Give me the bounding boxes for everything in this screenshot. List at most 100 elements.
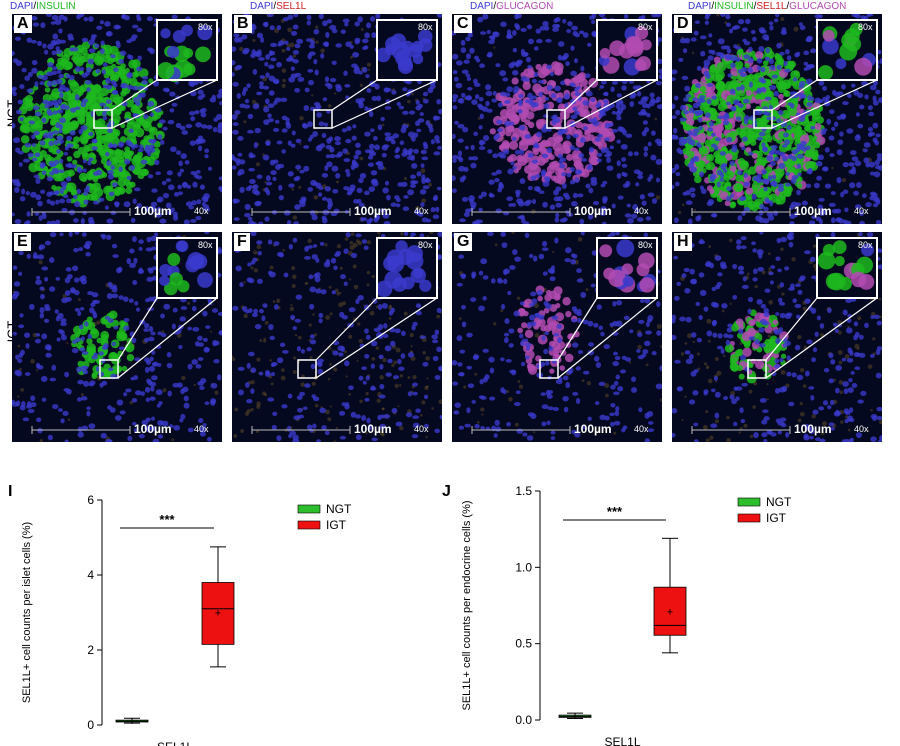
micrograph-image [452, 232, 662, 442]
roi-box [747, 359, 767, 379]
scale-bar-label: 100µm [134, 204, 172, 218]
sel1l-label: SEL1L [756, 1, 787, 12]
micrograph-b: B 80x 100µm 40x [232, 14, 442, 224]
inset-frame [156, 19, 218, 81]
inset-frame [376, 19, 438, 81]
inset-frame [596, 237, 658, 299]
micrograph-a: A 80x 100µm 40x [12, 14, 222, 224]
inset-zoom-label: 80x [198, 22, 213, 32]
micrograph-f: F 80x 100µm 40x [232, 232, 442, 442]
micrograph-image [672, 232, 882, 442]
y-tick-label: 0.0 [515, 713, 532, 727]
micrograph-image [672, 14, 882, 224]
micrograph-image [452, 14, 662, 224]
inset-zoom-label: 80x [638, 240, 653, 250]
magnification-label: 40x [634, 206, 649, 216]
y-tick-label: 0.5 [515, 637, 532, 651]
zoom-connector-line [564, 79, 658, 129]
panel-letter-b: B [234, 15, 252, 33]
panel-letter-a: A [14, 15, 32, 33]
roi-box [313, 109, 333, 129]
y-tick-label: 0 [87, 718, 94, 732]
mean-marker: + [129, 716, 135, 728]
mean-marker: + [572, 711, 578, 723]
micrograph-e: E 80x 100µm 40x [12, 232, 222, 442]
magnification-label: 40x [414, 206, 429, 216]
roi-box [753, 109, 773, 129]
micrograph-image [232, 14, 442, 224]
legend-swatch-igt [737, 513, 761, 523]
magnification-label: 40x [194, 424, 209, 434]
mean-marker: + [667, 607, 673, 619]
scale-bar-label: 100µm [574, 204, 612, 218]
roi-box [546, 109, 566, 129]
panel-letter-j: J [442, 483, 451, 500]
dapi-label: DAPI [10, 1, 34, 12]
stain-header-col2: DAPI/SEL1L [250, 1, 307, 12]
roi-box [297, 359, 317, 379]
inset-zoom-label: 80x [858, 22, 873, 32]
panel-letter-c: C [454, 15, 472, 33]
zoom-connector-line [765, 297, 878, 379]
zoom-connector-line [111, 79, 218, 129]
panel-letter-i: I [8, 483, 12, 500]
micrograph-d: D 80x 100µm 40x [672, 14, 882, 224]
inset-zoom-label: 80x [638, 22, 653, 32]
zoom-connector-line [117, 297, 218, 379]
zoom-connector-line [564, 79, 598, 111]
x-axis-label: SEL1L [157, 740, 193, 746]
panel-letter-e: E [14, 233, 31, 251]
legend-swatch-ngt [297, 504, 321, 514]
zoom-connector-line [117, 297, 158, 361]
inset-frame [816, 237, 878, 299]
significance-label: *** [607, 504, 623, 519]
insulin-label: INSULIN [714, 1, 754, 12]
inset-frame [156, 237, 218, 299]
zoom-connector-line [765, 297, 818, 361]
legend-swatch-igt [297, 520, 321, 530]
scale-bar-label: 100µm [354, 204, 392, 218]
micrograph-h: H 80x 100µm 40x [672, 232, 882, 442]
zoom-connector-line [557, 297, 598, 361]
micrograph-image [12, 232, 222, 442]
inset-frame [596, 19, 658, 81]
panel-letter-h: H [674, 233, 692, 251]
zoom-connector-line [771, 79, 818, 111]
box-plot-i: I 0 2 4 6 SEL1L+ cell counts per islet cells … [8, 483, 352, 746]
stain-header-col1: DAPI/INSULIN [10, 1, 76, 12]
zoom-connector-line [111, 79, 158, 111]
stain-header-col3: DAPI/GLUCAGON [470, 1, 554, 12]
micrograph-g: G 80x 100µm 40x [452, 232, 662, 442]
roi-box [539, 359, 559, 379]
magnification-label: 40x [194, 206, 209, 216]
y-tick-label: 6 [87, 493, 94, 507]
zoom-connector-line [315, 297, 378, 361]
roi-box [93, 109, 113, 129]
x-axis-label: SEL1L [604, 735, 640, 746]
inset-frame [816, 19, 878, 81]
panel-letter-d: D [674, 15, 692, 33]
scale-bar-label: 100µm [134, 422, 172, 436]
legend-label-igt: IGT [766, 511, 787, 525]
y-axis-label: SEL1L+ cell counts per islet cells (%) [21, 522, 33, 703]
micrograph-image [12, 14, 222, 224]
stain-header-col4: DAPI/INSULIN/SEL1L/GLUCAGON [688, 1, 847, 12]
legend-swatch-ngt [737, 497, 761, 507]
dapi-label: DAPI [688, 1, 712, 12]
dapi-label: DAPI [250, 1, 274, 12]
zoom-connector-line [315, 297, 438, 379]
zoom-connector-line [331, 79, 378, 111]
zoom-connector-line [331, 79, 438, 129]
zoom-connector-line [557, 297, 658, 379]
legend-label-ngt: NGT [766, 495, 792, 509]
y-axis-label: SEL1L+ cell counts per endocrine cells (… [461, 500, 473, 710]
y-tick-label: 2 [87, 643, 94, 657]
dapi-label: DAPI [470, 1, 494, 12]
magnification-label: 40x [634, 424, 649, 434]
magnification-label: 40x [854, 206, 869, 216]
panel-letter-f: F [234, 233, 250, 251]
box-igt [201, 582, 235, 645]
sel1l-label: SEL1L [276, 1, 307, 12]
scale-bar-label: 100µm [354, 422, 392, 436]
legend-label-ngt: NGT [326, 502, 352, 516]
